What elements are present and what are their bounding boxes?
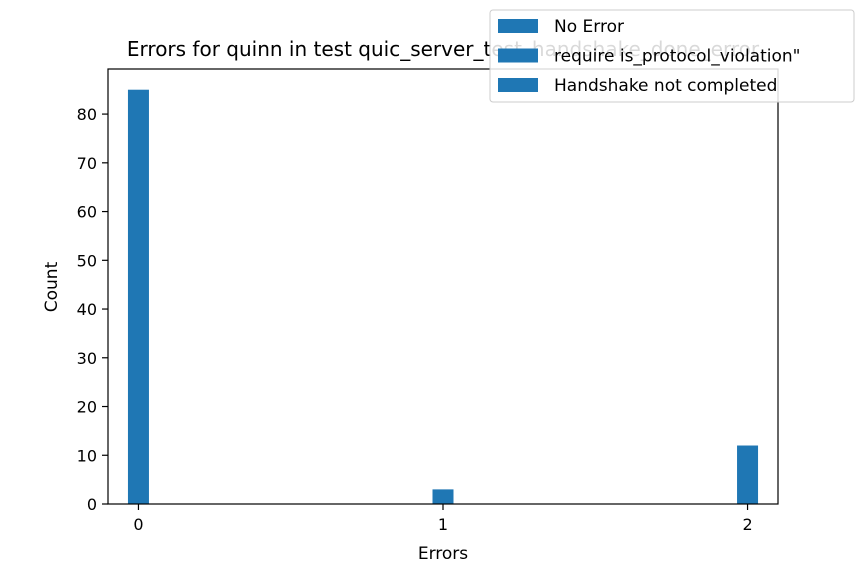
y-axis: 0 10 20 30 40 50 60 70 80 xyxy=(77,105,108,514)
x-axis-label: Errors xyxy=(418,544,468,564)
legend-label-2: Handshake not completed xyxy=(554,76,777,96)
y-tick-label: 0 xyxy=(87,495,97,514)
y-tick-label: 50 xyxy=(77,251,97,270)
bar-1 xyxy=(432,489,454,504)
plot-area-frame xyxy=(107,68,779,505)
legend-label-0: No Error xyxy=(554,17,624,37)
x-axis: 0 1 2 xyxy=(133,504,753,534)
bar-group xyxy=(127,89,759,504)
x-tick-label: 0 xyxy=(133,515,143,534)
legend: No Error require is_protocol_violation" Ha… xyxy=(489,9,855,103)
y-tick-label: 10 xyxy=(77,446,97,465)
y-tick-label: 70 xyxy=(77,154,97,173)
x-tick-label: 2 xyxy=(742,515,752,534)
legend-swatch-0 xyxy=(498,19,538,33)
legend-swatch-1 xyxy=(498,48,538,63)
bar-0 xyxy=(127,89,149,504)
y-tick-label: 20 xyxy=(77,398,97,417)
y-tick-label: 40 xyxy=(77,300,97,319)
x-tick-label: 1 xyxy=(438,515,448,534)
bar-2 xyxy=(737,445,759,504)
legend-swatch-2 xyxy=(498,78,538,92)
y-tick-label: 60 xyxy=(77,203,97,222)
y-axis-label: Count xyxy=(42,261,62,312)
y-tick-label: 80 xyxy=(77,105,97,124)
legend-box xyxy=(489,9,855,103)
legend-label-1: require is_protocol_violation" xyxy=(554,47,800,67)
y-tick-label: 30 xyxy=(77,349,97,368)
